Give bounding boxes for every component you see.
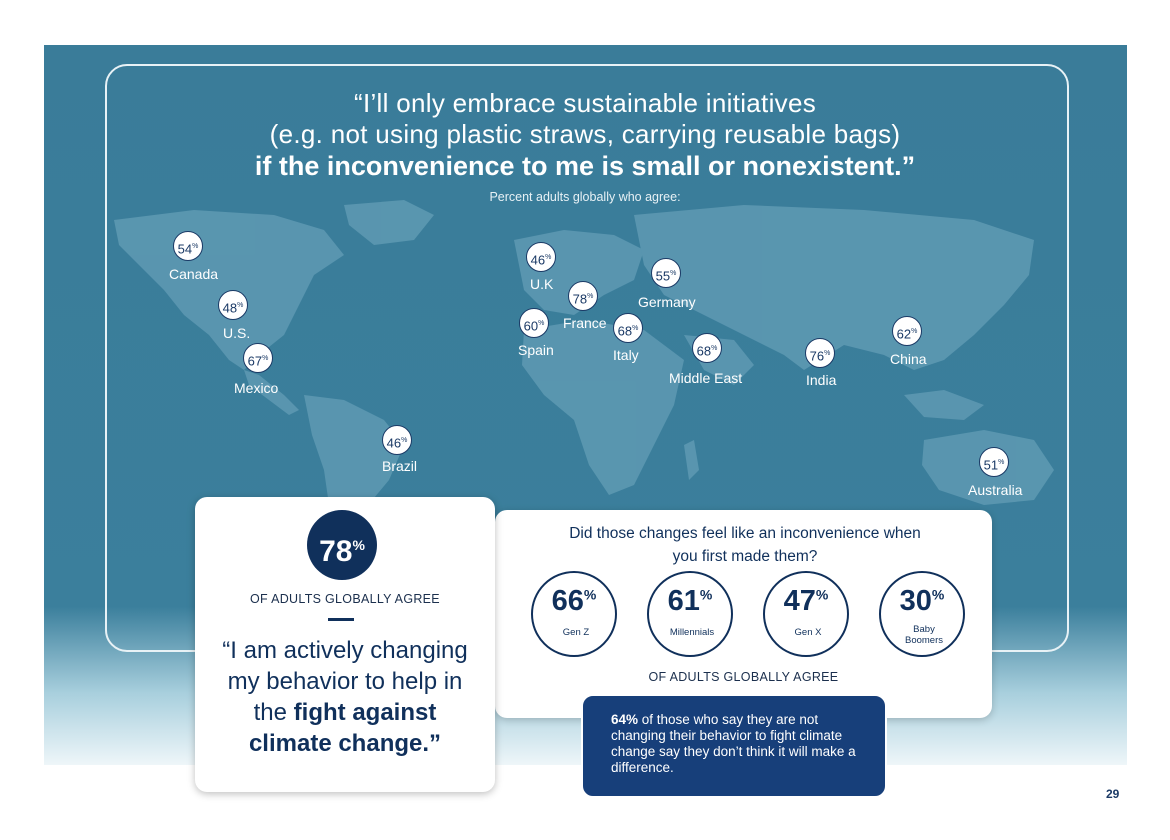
millennials-label: Millennials: [669, 627, 715, 638]
headline-line-2: (e.g. not using plastic straws, carrying…: [269, 119, 901, 149]
gen-z-label: Gen Z: [562, 627, 590, 638]
gen-z-value: 66%: [551, 585, 597, 617]
difference-note: 64% of those who say they are not changi…: [581, 694, 887, 798]
page-number: 29: [1106, 787, 1120, 801]
label-us: U.S.: [223, 325, 251, 341]
bubble-us: 48%: [218, 290, 248, 320]
bubble-australia: 51%: [979, 447, 1009, 477]
label-france: France: [563, 315, 607, 331]
bubble-spain: 60%: [519, 308, 549, 338]
label-india: India: [806, 372, 837, 388]
bubble-germany: 55%: [651, 258, 681, 288]
label-australia: Australia: [968, 482, 1023, 498]
baby-boomers-label: Baby Boomers: [904, 624, 943, 646]
question-line-1: Did those changes feel like an inconveni…: [569, 525, 921, 542]
inconvenience-question: Did those changes feel like an inconveni…: [525, 522, 965, 568]
gen-x-circle: 47% Gen X: [763, 571, 849, 657]
label-spain: Spain: [518, 342, 554, 358]
bubble-middle-east: 68%: [692, 333, 722, 363]
label-italy: Italy: [613, 347, 639, 363]
label-uk: U.K: [530, 276, 554, 292]
headline-line-3: if the inconvenience to me is small or n…: [254, 151, 916, 181]
note-text: 64% of those who say they are not changi…: [611, 712, 856, 775]
millennials-circle: 61% Millennials: [647, 571, 733, 657]
inconvenience-card: Did those changes feel like an inconveni…: [495, 510, 992, 718]
bubble-china: 62%: [892, 316, 922, 346]
bubble-canada: 54%: [173, 231, 203, 261]
label-germany: Germany: [638, 294, 696, 310]
subtitle: Percent adults globally who agree:: [489, 190, 681, 204]
label-middle-east: Middle East: [669, 370, 743, 386]
headline-line-1: “I’ll only embrace sustainable initiativ…: [353, 88, 817, 118]
bubble-brazil: 46%: [382, 425, 412, 455]
bubble-uk: 46%: [526, 242, 556, 272]
bubble-india: 76%: [805, 338, 835, 368]
gen-z-circle: 66% Gen Z: [531, 571, 617, 657]
question-line-2: you first made them?: [672, 548, 818, 565]
action-quote: “I am actively changing my behavior to h…: [222, 637, 468, 757]
big-stat-circle: 78%: [307, 510, 377, 580]
headline: “I’ll only embrace sustainable initiativ…: [150, 88, 1020, 183]
bubble-italy: 68%: [613, 313, 643, 343]
baby-boomers-circle: 30% Baby Boomers: [879, 571, 965, 657]
bubble-france: 78%: [568, 281, 598, 311]
millennials-value: 61%: [667, 585, 713, 617]
label-brazil: Brazil: [382, 458, 418, 474]
label-mexico: Mexico: [234, 380, 279, 396]
generations-agree-caption: OF ADULTS GLOBALLY AGREE: [648, 670, 839, 684]
gen-x-label: Gen X: [794, 627, 822, 638]
label-china: China: [890, 351, 927, 367]
bubble-mexico: 67%: [243, 343, 273, 373]
baby-boomers-value: 30%: [899, 585, 945, 617]
gen-x-value: 47%: [783, 585, 829, 617]
action-card: 78% OF ADULTS GLOBALLY AGREE “I am activ…: [195, 497, 495, 792]
divider: [328, 618, 354, 621]
adults-agree-caption: OF ADULTS GLOBALLY AGREE: [250, 592, 440, 606]
label-canada: Canada: [169, 266, 219, 282]
